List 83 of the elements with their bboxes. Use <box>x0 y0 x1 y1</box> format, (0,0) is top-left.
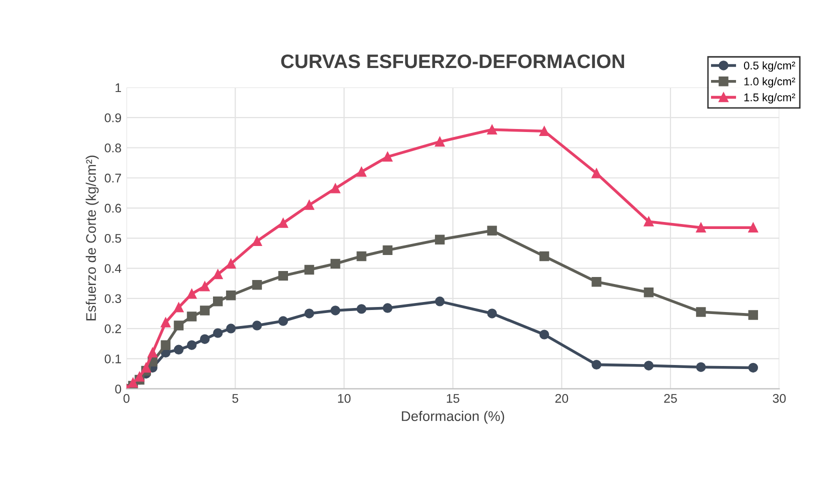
point <box>592 168 602 178</box>
point <box>174 320 184 330</box>
point <box>696 362 706 372</box>
point <box>213 269 223 280</box>
x-tick-label: 5 <box>232 394 238 403</box>
chart-title: CURVAS ESFUERZO-DEFORMACION <box>281 54 624 68</box>
y-tick-label: 0.2 <box>104 324 121 334</box>
point <box>644 216 654 226</box>
legend-label: 0.5 kg/cm² <box>744 61 796 72</box>
point <box>134 372 144 382</box>
point <box>356 166 366 177</box>
point <box>186 340 197 350</box>
point <box>539 330 550 340</box>
point <box>356 304 366 314</box>
y-tick-label: 0.6 <box>104 204 122 213</box>
point <box>539 126 550 136</box>
point <box>434 296 445 306</box>
point <box>160 318 171 328</box>
point <box>304 308 314 318</box>
y-axis-title: Esfuerzo de Corte (kg/cm²) <box>86 156 99 320</box>
point <box>186 312 197 322</box>
point <box>644 360 654 370</box>
point <box>226 290 236 300</box>
point <box>186 289 197 299</box>
y-tick-label: 0 <box>115 384 122 394</box>
point <box>382 303 392 313</box>
point <box>592 276 602 287</box>
point <box>487 226 497 236</box>
point <box>592 360 602 370</box>
x-tick-label: 0 <box>123 394 130 403</box>
y-tick-label: 0.4 <box>104 264 122 273</box>
point <box>174 302 184 312</box>
point <box>213 328 223 338</box>
point <box>160 340 171 350</box>
x-tick-label: 25 <box>664 394 677 403</box>
point <box>356 251 366 262</box>
y-tick-label: 0.9 <box>104 113 122 122</box>
point <box>200 334 210 344</box>
point <box>226 324 236 334</box>
point <box>252 320 262 330</box>
point <box>213 296 223 306</box>
point <box>696 222 706 232</box>
point <box>141 362 151 373</box>
point <box>644 288 654 298</box>
y-tick-label: 0.3 <box>104 294 122 304</box>
point <box>487 308 497 318</box>
x-tick-label: 15 <box>446 394 460 403</box>
point <box>487 124 497 135</box>
point <box>748 362 758 373</box>
y-tick-label: 0.1 <box>104 354 122 364</box>
point <box>304 264 314 275</box>
point <box>330 184 340 194</box>
point <box>278 218 288 228</box>
point <box>330 258 340 269</box>
point <box>382 152 392 162</box>
point <box>382 245 392 256</box>
point <box>278 316 288 326</box>
point <box>200 281 210 292</box>
legend-label: 1.0 kg/cm² <box>744 77 796 88</box>
point <box>278 270 288 281</box>
y-tick-label: 1 <box>116 83 122 92</box>
x-tick-label: 30 <box>772 394 786 403</box>
x-tick-label: 10 <box>338 394 351 403</box>
point <box>252 280 262 290</box>
point <box>748 222 758 232</box>
point <box>434 234 445 245</box>
x-axis-title: Deformacion (%) <box>402 410 504 424</box>
legend-label: 1.5 kg/cm² <box>744 93 796 104</box>
point <box>252 236 262 246</box>
x-tick-label: 20 <box>555 394 568 403</box>
point <box>200 306 210 316</box>
point <box>148 348 158 358</box>
point <box>539 251 550 262</box>
point <box>226 258 236 269</box>
y-tick-label: 0.8 <box>104 144 122 152</box>
point <box>748 310 758 320</box>
point <box>330 306 340 316</box>
y-tick-label: 0.5 <box>104 234 122 243</box>
point <box>174 344 184 354</box>
point <box>304 200 314 210</box>
point <box>434 136 445 147</box>
y-tick-label: 0.7 <box>104 174 121 183</box>
point <box>696 307 706 317</box>
